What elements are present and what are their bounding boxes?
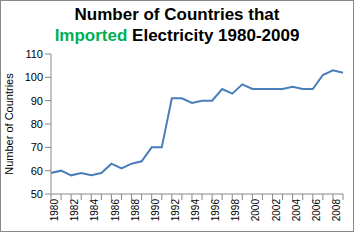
svg-text:2000: 2000 [250,199,261,222]
svg-text:1990: 1990 [150,199,161,222]
svg-text:1988: 1988 [130,199,141,222]
svg-text:100: 100 [25,71,43,83]
svg-text:2008: 2008 [331,199,342,222]
svg-text:60: 60 [31,165,43,177]
svg-text:110: 110 [25,50,43,60]
html-text:Number of Countries that: Number of Countries that [74,5,280,24]
svg-text:2004: 2004 [291,199,302,222]
svg-text:1986: 1986 [110,199,121,222]
svg-text:Number of Countries: Number of Countries [8,73,15,175]
svg-text:50: 50 [31,188,43,200]
svg-text:80: 80 [31,118,43,130]
svg-text:1996: 1996 [210,199,221,222]
svg-text:2002: 2002 [271,199,282,222]
svg-text:1994: 1994 [190,199,201,222]
svg-text:1992: 1992 [170,199,181,222]
svg-text:70: 70 [31,141,43,153]
html-text:Imported Electricity 1980-2009: Imported Electricity 1980-2009 [54,26,300,45]
svg-text:2006: 2006 [311,199,322,222]
svg-text:90: 90 [31,95,43,107]
svg-text:1984: 1984 [89,199,100,222]
svg-text:1980: 1980 [49,199,60,222]
svg-text:1998: 1998 [230,199,241,222]
svg-text:1982: 1982 [69,199,80,222]
